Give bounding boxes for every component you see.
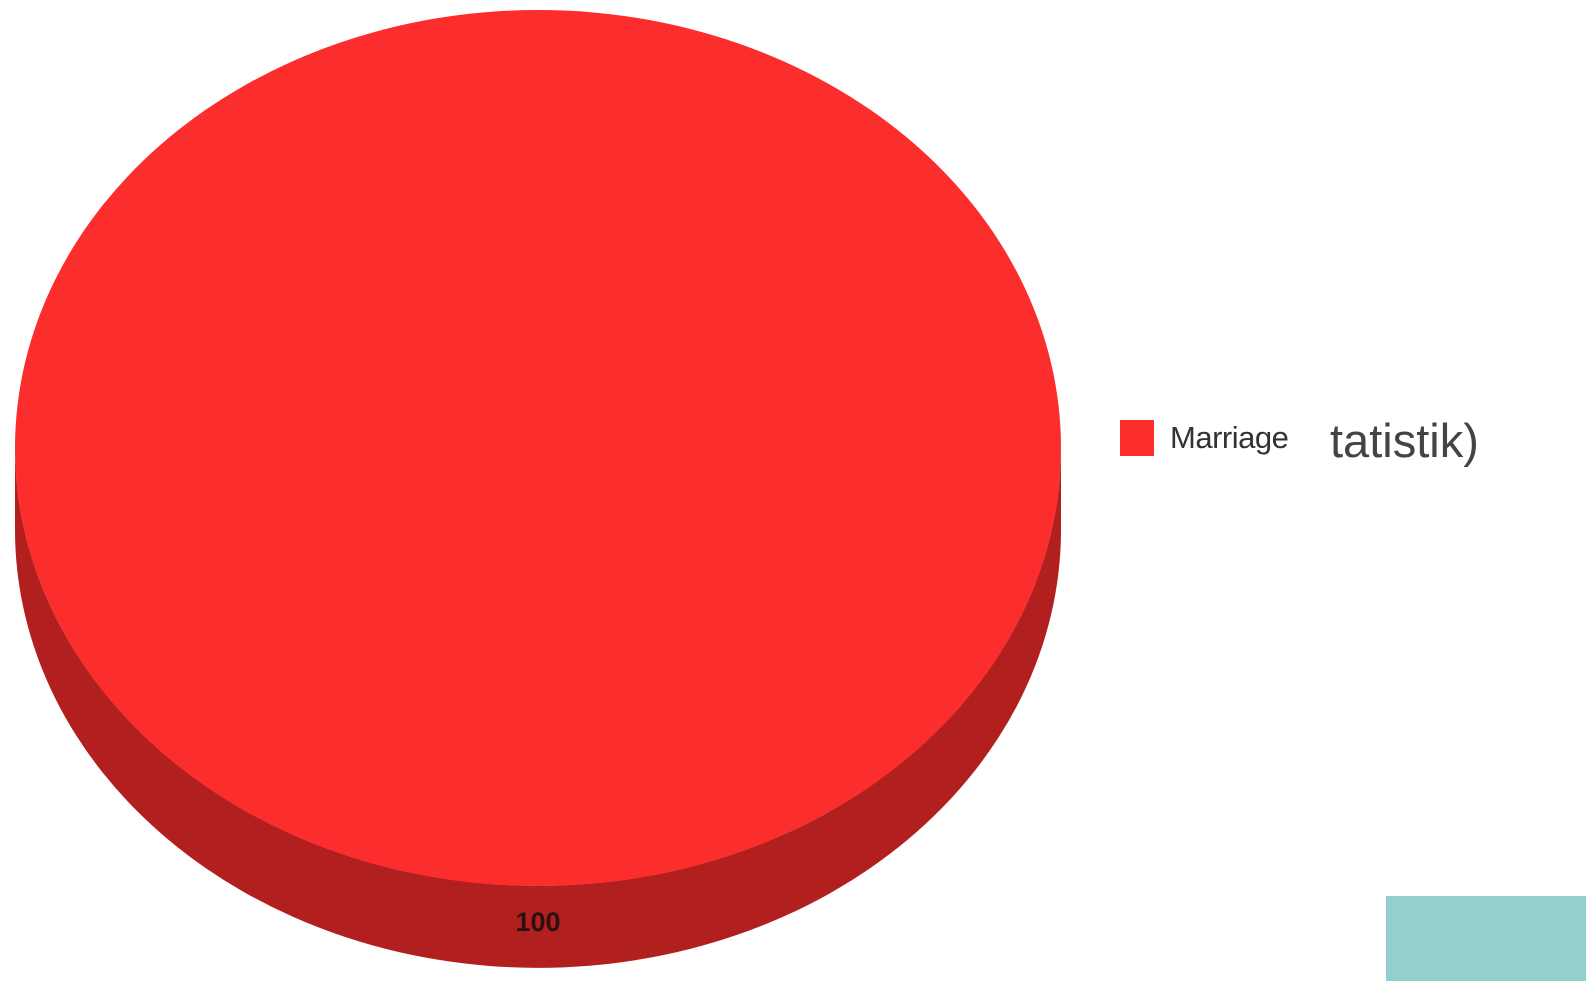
slide-partial-text: tatistik): [1330, 414, 1479, 467]
legend-swatch-marriage: [1120, 420, 1154, 456]
legend-label-marriage: Marriage: [1170, 420, 1289, 455]
decorative-accent-box: [1386, 896, 1586, 981]
pie-slice-marriage: [15, 10, 1061, 886]
pie-group: 100: [15, 10, 1061, 968]
data-label-marriage: 100: [515, 907, 560, 937]
pie-slice-side-marriage: [15, 448, 1061, 968]
chart-legend: Marriage: [1120, 420, 1289, 456]
